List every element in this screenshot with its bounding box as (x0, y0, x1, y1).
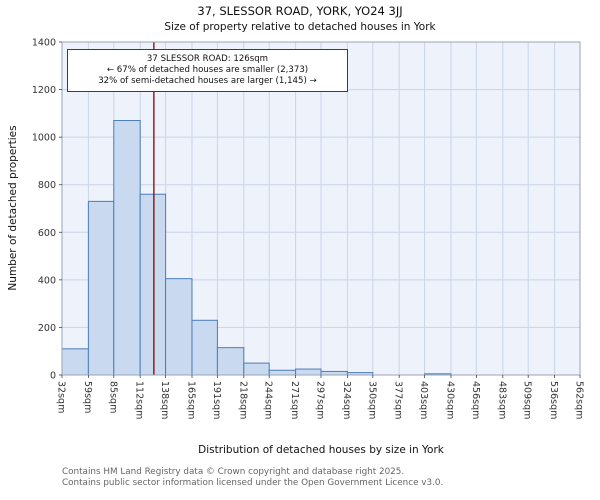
x-tick-label: 350sqm (366, 381, 377, 419)
histogram-bar (216, 347, 245, 376)
histogram-bar (61, 348, 89, 376)
annotation-line2: ← 67% of detached houses are smaller (2,… (106, 65, 309, 75)
x-tick-label: 218sqm (237, 381, 248, 419)
x-tick-label: 509sqm (522, 381, 533, 419)
histogram-plot: 0 200 400 600 800 1000 1200 1400 32sqm 59sqm 85sqm… (32, 38, 585, 420)
histogram-bar (295, 368, 322, 376)
footer-line1: Contains HM Land Registry data © Crown c… (62, 467, 405, 477)
histogram-bar (165, 278, 193, 376)
histogram-bar (320, 370, 348, 376)
x-tick-label: 324sqm (341, 381, 352, 419)
annotation-box: 37 SLESSOR ROAD: 126sqm ← 67% of detache… (67, 49, 348, 92)
chart-subtitle: Size of property relative to detached ho… (164, 21, 436, 33)
y-axis-label: Number of detached properties (7, 125, 19, 291)
attribution-footer: Contains HM Land Registry data © Crown c… (62, 467, 443, 489)
y-tick-label: 0 (50, 371, 56, 382)
histogram-bar (87, 200, 115, 376)
x-tick-label: 59sqm (82, 381, 93, 413)
x-tick-label: 32sqm (56, 381, 67, 413)
histogram-bar (139, 193, 167, 376)
x-tick-label: 244sqm (263, 381, 274, 419)
x-tick-label: 536sqm (548, 381, 559, 419)
histogram-bar (243, 362, 270, 376)
x-tick-label: 403sqm (418, 381, 429, 419)
x-tick-label: 456sqm (470, 381, 481, 419)
x-tick-label: 483sqm (496, 381, 507, 419)
y-tick-label: 1400 (32, 38, 56, 49)
annotation-line3: 32% of semi-detached houses are larger (… (98, 76, 317, 86)
histogram-bar (191, 319, 218, 376)
y-tick-label: 800 (38, 180, 56, 191)
x-tick-label: 271sqm (289, 381, 300, 419)
y-tick-label: 1200 (32, 85, 56, 96)
chart-title: 37, SLESSOR ROAD, YORK, YO24 3JJ (197, 4, 403, 18)
histogram-bar (113, 119, 141, 376)
x-tick-label: 562sqm (574, 381, 585, 419)
annotation-line1: 37 SLESSOR ROAD: 126sqm (146, 54, 269, 64)
x-tick-label: 112sqm (134, 381, 145, 419)
footer-line2: Contains public sector information licen… (62, 478, 444, 488)
x-axis-label: Distribution of detached houses by size … (198, 444, 444, 456)
x-tick-label: 85sqm (107, 381, 118, 413)
x-tick-label: 138sqm (159, 381, 170, 419)
histogram-bar (268, 369, 297, 376)
x-tick-label: 165sqm (185, 381, 196, 419)
y-tick-label: 200 (38, 323, 56, 334)
x-tick-label: 377sqm (393, 381, 404, 419)
y-tick-label: 600 (38, 228, 56, 239)
x-tick-label: 430sqm (444, 381, 455, 419)
y-tick-label: 1000 (32, 133, 56, 144)
x-tick-label: 191sqm (211, 381, 222, 419)
x-tick-label: 297sqm (315, 381, 326, 419)
y-tick-label: 400 (38, 275, 56, 286)
